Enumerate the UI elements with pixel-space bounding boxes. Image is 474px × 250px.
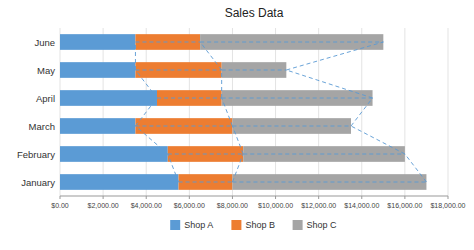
legend-swatch: [231, 220, 241, 230]
bar: [222, 62, 287, 78]
chart-container: Sales Data $0.00 $2,000.00 $4,000.00 $6,000.…: [0, 0, 474, 250]
bar: [232, 174, 426, 190]
bar: [135, 34, 200, 50]
chart-svg: Sales Data $0.00 $2,000.00 $4,000.00 $6,000.…: [0, 0, 474, 250]
bar: [135, 118, 232, 134]
bar: [232, 118, 351, 134]
grid-line: [103, 28, 104, 196]
bar: [168, 146, 243, 162]
trendline: [232, 126, 351, 127]
y-axis: January February March April May June: [17, 37, 55, 188]
tick-label: $4,000.00: [131, 202, 162, 209]
trendline: [222, 70, 287, 71]
category-label: June: [34, 37, 55, 48]
grid-line: [189, 28, 190, 196]
tick-label: $14,000.00: [344, 202, 379, 209]
grid-line: [232, 28, 233, 196]
trendline: [405, 154, 427, 182]
tick-label: $16,000.00: [387, 202, 422, 209]
trendline: [135, 42, 136, 70]
legend-label: Shop A: [184, 220, 213, 230]
grid-line: [448, 28, 449, 196]
trendline: [221, 70, 222, 98]
tick-label: $12,000.00: [301, 202, 336, 209]
x-axis: $0.00 $2,000.00 $4,000.00 $6,000.00 $8,000.0…: [51, 196, 465, 209]
trendline: [200, 42, 222, 70]
tick-label: $2,000.00: [88, 202, 119, 209]
bar: [60, 62, 135, 78]
bar: [60, 90, 157, 106]
trendline: [135, 126, 167, 154]
bar: [60, 34, 135, 50]
grid: [60, 28, 448, 196]
legend-label: Shop C: [307, 220, 338, 230]
trendline: [232, 154, 243, 182]
trendlines: [135, 42, 426, 182]
trendline: [168, 154, 179, 182]
category-label: March: [29, 121, 55, 132]
trendline: [232, 182, 426, 183]
bar: [222, 90, 373, 106]
x-axis-line: [60, 196, 448, 197]
category-label: January: [21, 177, 55, 188]
trendline: [135, 98, 157, 126]
tick-label: $8,000.00: [217, 202, 248, 209]
bars: [60, 34, 426, 190]
trendline: [351, 98, 373, 126]
bar: [179, 174, 233, 190]
trendline: [200, 42, 383, 43]
trendline: [135, 126, 232, 127]
trendline: [135, 70, 157, 98]
category-label: May: [37, 65, 55, 76]
trendline: [222, 98, 233, 126]
trendline: [286, 42, 383, 70]
bar: [243, 146, 405, 162]
tick-label: $18,000.00: [430, 202, 465, 209]
trendline: [157, 98, 222, 99]
legend: Shop A Shop B Shop C: [170, 220, 337, 230]
trendline: [168, 154, 243, 155]
trendline: [135, 70, 221, 71]
trendline: [222, 98, 373, 99]
trendline: [232, 126, 243, 154]
trendline: [351, 126, 405, 154]
bar: [60, 174, 179, 190]
trendline: [243, 154, 405, 155]
legend-swatch: [293, 220, 303, 230]
title: Sales Data: [225, 6, 284, 20]
tick-label: $0.00: [51, 202, 69, 209]
tick-label: $10,000.00: [258, 202, 293, 209]
category-label: April: [36, 93, 55, 104]
trendline: [286, 70, 372, 98]
bar: [157, 90, 222, 106]
trendline: [135, 42, 200, 43]
bar: [60, 118, 135, 134]
bar: [135, 62, 221, 78]
grid-line: [275, 28, 276, 196]
category-label: February: [17, 149, 55, 160]
tick-label: $6,000.00: [174, 202, 205, 209]
bar: [200, 34, 383, 50]
grid-line: [318, 28, 319, 196]
legend-swatch: [170, 220, 180, 230]
grid-line: [404, 28, 405, 196]
bar: [60, 146, 168, 162]
trendline: [179, 182, 233, 183]
grid-line: [60, 28, 61, 196]
legend-label: Shop B: [245, 220, 275, 230]
